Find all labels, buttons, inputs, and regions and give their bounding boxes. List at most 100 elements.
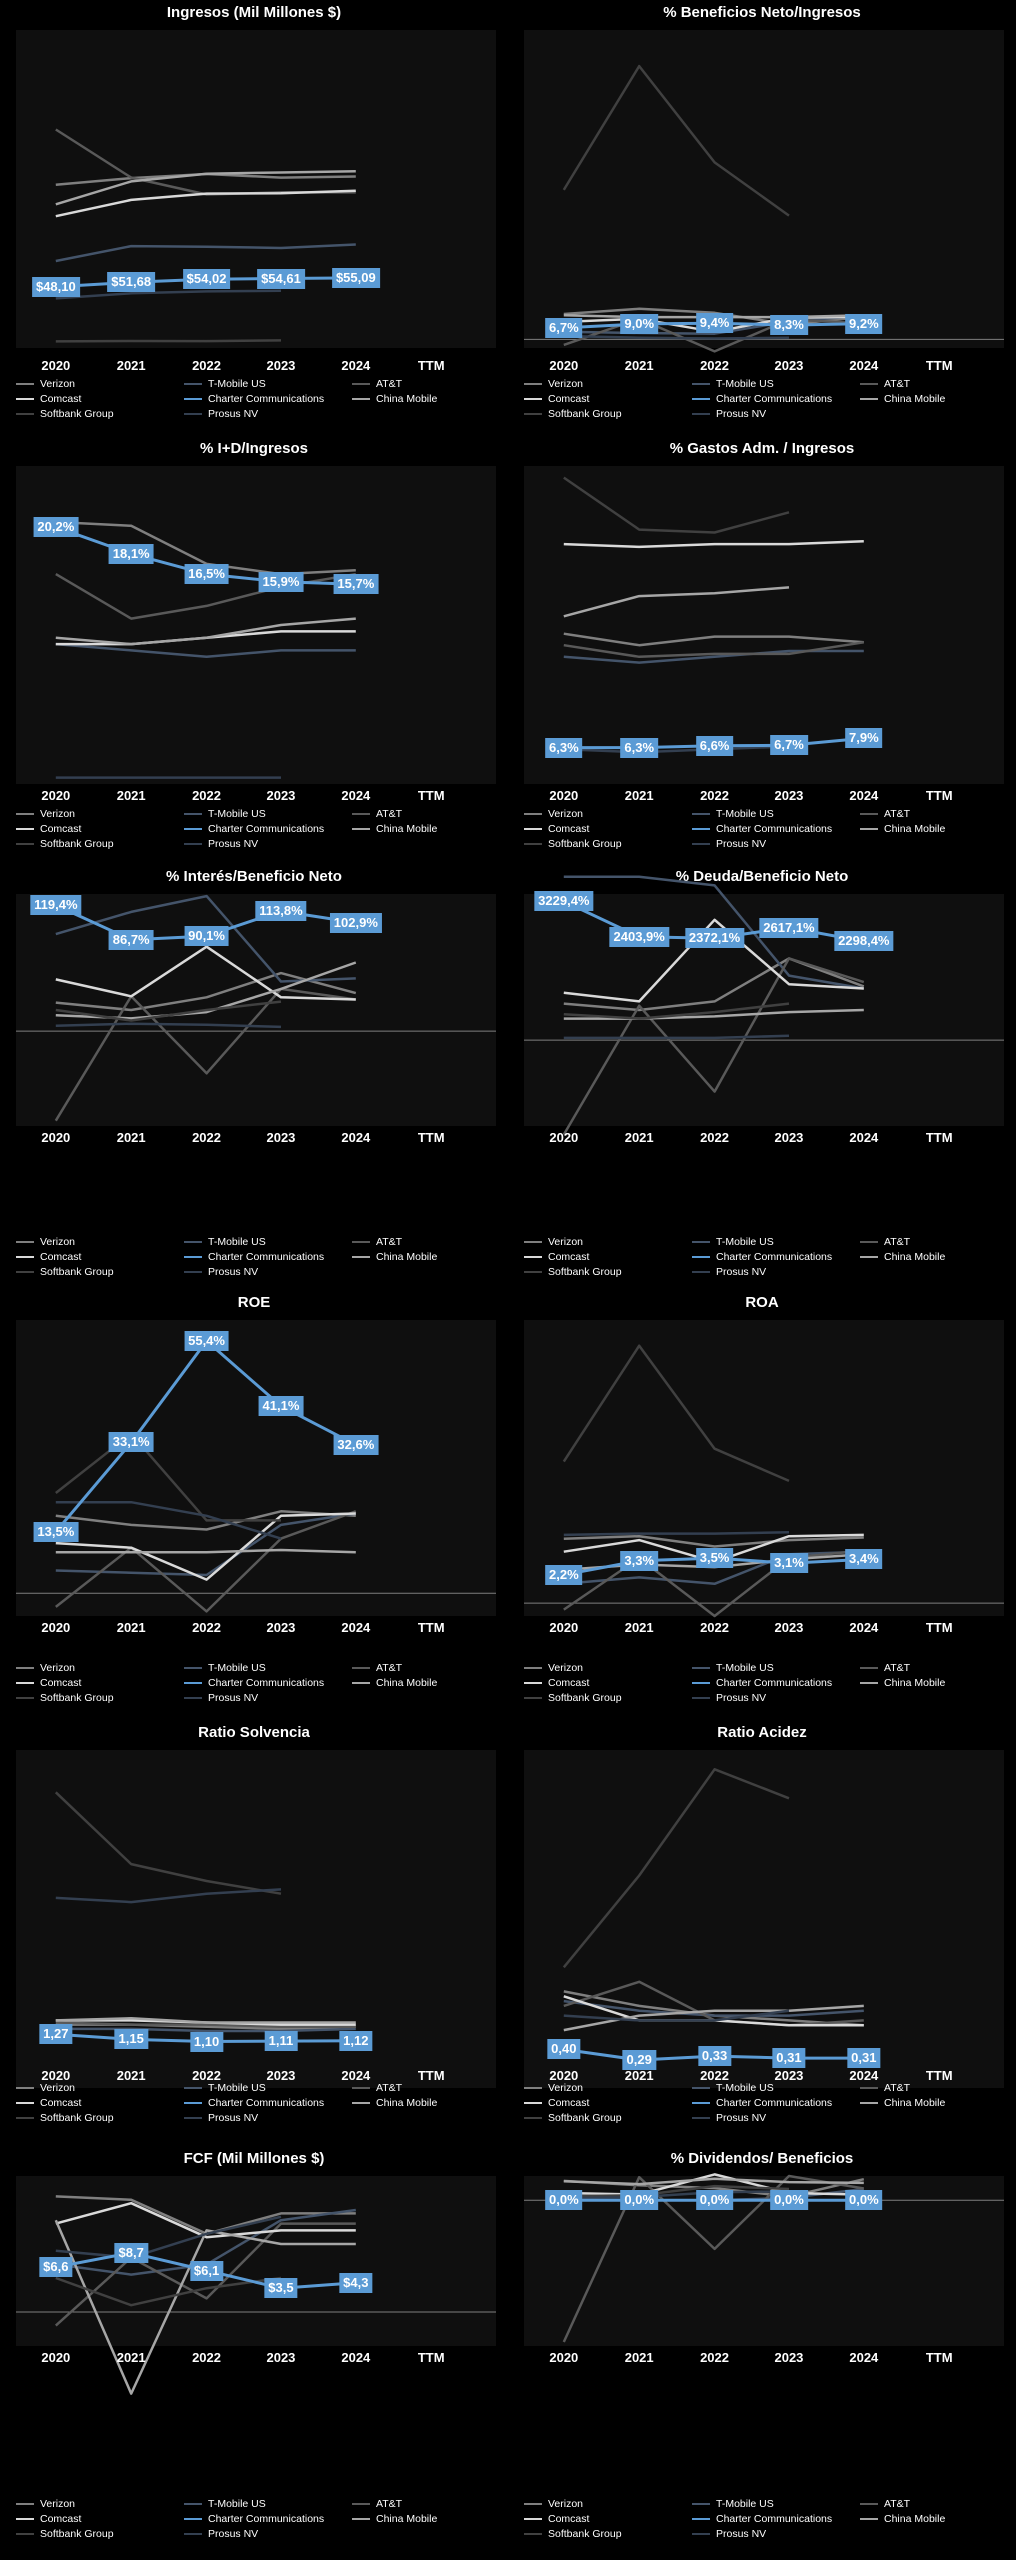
legend-swatch (692, 2102, 710, 2104)
legend-swatch (692, 1697, 710, 1699)
x-tick-label: 2020 (41, 1620, 71, 1635)
x-tick-label: 2021 (624, 1130, 654, 1145)
legend-label: Comcast (548, 393, 590, 405)
data-label: $6,1 (189, 2260, 224, 2281)
legend-item: Softbank Group (524, 1266, 622, 1278)
legend-label: Verizon (548, 2082, 584, 2094)
x-axis: 2020 2021 2022 2023 2024 TTM (6, 1130, 502, 1148)
x-axis: 2020 2021 2022 2023 2024 TTM (514, 1620, 1010, 1638)
legend-label: T-Mobile US (716, 378, 774, 390)
data-label: 0,0% (695, 2190, 734, 2211)
legend-item: Comcast (524, 1677, 589, 1689)
x-tick-label: 2024 (341, 1620, 371, 1635)
legend-label: Comcast (40, 1677, 82, 1689)
x-tick-label: 2023 (774, 2068, 804, 2083)
legend-label: Verizon (40, 2498, 76, 2510)
legend-label: Prosus NV (716, 2528, 767, 2540)
chart-title: % Interés/Beneficio Neto (166, 868, 342, 885)
legend-item: AT&T (860, 1662, 910, 1674)
legend-swatch (692, 1667, 710, 1669)
legend-item: Verizon (524, 1236, 583, 1248)
data-label: 1,11 (264, 2031, 298, 2052)
plot-area: 2,2% 3,3% 3,5% 3,1% 3,4% (524, 1320, 1004, 1618)
legend-swatch (692, 413, 710, 415)
x-tick-label: 2020 (549, 1130, 579, 1145)
line-chart-svg (524, 2173, 1004, 2343)
legend-label: Prosus NV (208, 2528, 259, 2540)
legend-item: Verizon (16, 378, 75, 390)
x-tick-label: 2024 (341, 1130, 371, 1145)
data-label: 0,0% (545, 2190, 583, 2211)
x-tick-label: 2021 (116, 1130, 146, 1145)
series-line-t-mobile-us (55, 1512, 356, 1577)
legend-label: China Mobile (376, 1677, 438, 1689)
x-tick-label: 2020 (549, 2068, 579, 2083)
x-axis: 2020 2021 2022 2023 2024 TTM (514, 2068, 1010, 2086)
legend-label: Charter Communications (208, 1251, 325, 1263)
data-label: 0,29 (622, 2049, 656, 2070)
legend-item: Comcast (16, 2097, 81, 2109)
legend-item: AT&T (352, 378, 402, 390)
x-tick-label: 2021 (116, 2350, 146, 2365)
legend-label: AT&T (376, 1662, 403, 1674)
legend-item: T-Mobile US (692, 2082, 774, 2094)
legend-label: Verizon (40, 808, 76, 820)
legend-item: Prosus NV (184, 2112, 258, 2124)
x-tick-label: TTM (417, 358, 445, 373)
x-tick-label: 2022 (192, 358, 221, 373)
legend-swatch (524, 1271, 542, 1273)
legend-item: Softbank Group (16, 1692, 114, 1704)
data-label: 119,4% (30, 895, 82, 916)
data-label: 3,3% (620, 1550, 659, 1571)
series-line-china-mobile (55, 169, 356, 206)
legend-swatch (184, 1241, 202, 1243)
legend-label: Comcast (548, 1677, 590, 1689)
legend-label: China Mobile (884, 2513, 946, 2525)
data-label: 7,9% (845, 728, 883, 749)
legend-item: Prosus NV (184, 838, 258, 850)
legend-swatch (692, 2518, 710, 2520)
x-tick-label: 2024 (849, 2350, 879, 2365)
legend-item: Prosus NV (692, 838, 766, 850)
legend-item: T-Mobile US (184, 2082, 266, 2094)
legend-swatch (524, 413, 542, 415)
data-label: 0,0% (770, 2190, 808, 2211)
series-line-at-t (55, 2021, 356, 2028)
legend-item: Prosus NV (692, 2112, 766, 2124)
legend-item: T-Mobile US (692, 1662, 774, 1674)
x-tick-label: 2023 (266, 358, 296, 373)
legend-item: T-Mobile US (692, 808, 774, 820)
x-axis: 2020 2021 2022 2023 2024 TTM (6, 1620, 502, 1638)
data-label: 16,5% (184, 564, 229, 585)
data-label: $48,10 (31, 276, 80, 297)
data-label: 0,33 (697, 2046, 732, 2067)
legend-swatch (16, 813, 34, 815)
data-label: 6,3% (545, 737, 583, 758)
legend-swatch (352, 383, 370, 385)
chart-panel: % Gastos Adm. / Ingresos 6,3% 6,3% 6,6% 6,7%… (514, 436, 1010, 864)
legend-label: Softbank Group (40, 2112, 114, 2124)
x-tick-label: TTM (417, 788, 445, 803)
data-label: 6,7% (545, 317, 583, 338)
x-tick-label: 2021 (116, 358, 146, 373)
chart-title: Ratio Solvencia (198, 1724, 310, 1741)
data-label: 1,12 (339, 2030, 373, 2051)
data-label: 2,2% (545, 1564, 583, 1585)
legend-label: T-Mobile US (716, 1236, 774, 1248)
legend-item: China Mobile (860, 1251, 945, 1263)
data-label: 55,4% (184, 1330, 229, 1351)
legend-label: T-Mobile US (208, 378, 266, 390)
series-line-t-mobile-us (55, 243, 356, 263)
data-label: 1,15 (114, 2029, 148, 2050)
chart-panel: % Deuda/Beneficio Neto 3229,4% 2403,9% 2372… (514, 864, 1010, 1290)
legend-swatch (16, 1241, 34, 1243)
legend-item: China Mobile (352, 2513, 437, 2525)
x-axis: 2020 2021 2022 2023 2024 TTM (514, 1130, 1010, 1148)
legend-item: T-Mobile US (184, 1662, 266, 1674)
chart-title: % Deuda/Beneficio Neto (675, 868, 849, 885)
legend-item: China Mobile (352, 1251, 437, 1263)
legend-swatch (860, 1241, 878, 1243)
legend-item: Softbank Group (16, 2528, 114, 2540)
legend-swatch (692, 2087, 710, 2089)
x-tick-label: 2021 (624, 358, 654, 373)
